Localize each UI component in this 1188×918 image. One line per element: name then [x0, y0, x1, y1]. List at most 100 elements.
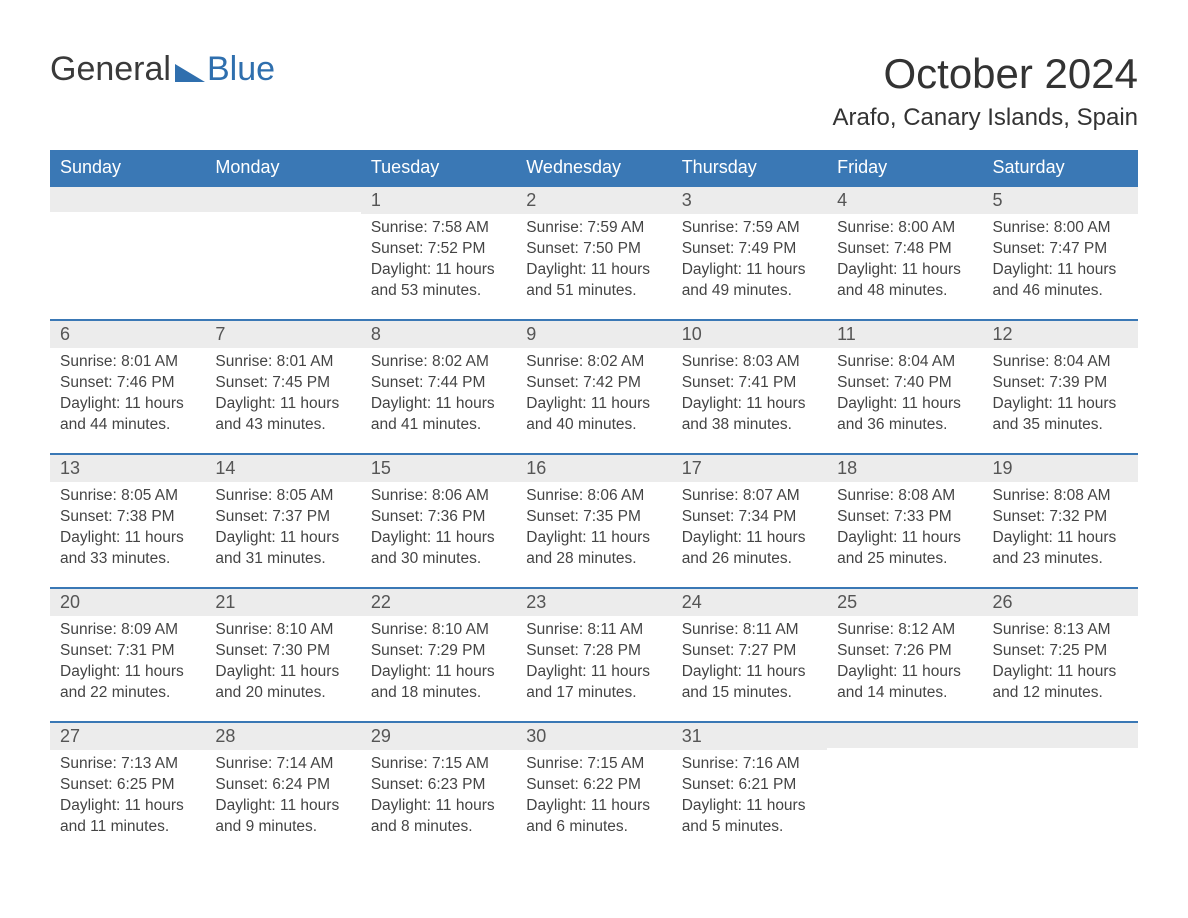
day-number: 24 [672, 587, 827, 616]
location: Arafo, Canary Islands, Spain [833, 104, 1139, 132]
daylight-line: Daylight: 11 hours and 43 minutes. [215, 394, 350, 436]
calendar-week-row: 27Sunrise: 7:13 AMSunset: 6:25 PMDayligh… [50, 721, 1138, 855]
daylight-line: Daylight: 11 hours and 20 minutes. [215, 662, 350, 704]
calendar-day-cell: 14Sunrise: 8:05 AMSunset: 7:37 PMDayligh… [205, 453, 360, 587]
sunrise-line: Sunrise: 8:00 AM [993, 218, 1128, 239]
day-number: 5 [983, 185, 1138, 214]
daylight-line: Daylight: 11 hours and 31 minutes. [215, 528, 350, 570]
day-number: 17 [672, 453, 827, 482]
calendar-day-cell: 16Sunrise: 8:06 AMSunset: 7:35 PMDayligh… [516, 453, 671, 587]
calendar-week-row: 1Sunrise: 7:58 AMSunset: 7:52 PMDaylight… [50, 185, 1138, 319]
calendar-day-cell: 7Sunrise: 8:01 AMSunset: 7:45 PMDaylight… [205, 319, 360, 453]
calendar-day-cell: 6Sunrise: 8:01 AMSunset: 7:46 PMDaylight… [50, 319, 205, 453]
month-title: October 2024 [833, 50, 1139, 98]
day-number: 4 [827, 185, 982, 214]
sunset-line: Sunset: 6:25 PM [60, 775, 195, 796]
calendar-day-cell: 24Sunrise: 8:11 AMSunset: 7:27 PMDayligh… [672, 587, 827, 721]
daylight-line: Daylight: 11 hours and 51 minutes. [526, 260, 661, 302]
calendar-day-cell: 21Sunrise: 8:10 AMSunset: 7:30 PMDayligh… [205, 587, 360, 721]
day-body: Sunrise: 7:16 AMSunset: 6:21 PMDaylight:… [672, 750, 827, 846]
day-number: 21 [205, 587, 360, 616]
day-body: Sunrise: 8:01 AMSunset: 7:46 PMDaylight:… [50, 348, 205, 444]
sunset-line: Sunset: 7:31 PM [60, 641, 195, 662]
sunrise-line: Sunrise: 7:14 AM [215, 754, 350, 775]
sunset-line: Sunset: 7:40 PM [837, 373, 972, 394]
daylight-line: Daylight: 11 hours and 41 minutes. [371, 394, 506, 436]
weekday-header: Sunday [50, 150, 205, 185]
calendar-day-cell: 4Sunrise: 8:00 AMSunset: 7:48 PMDaylight… [827, 185, 982, 319]
calendar-day-cell: 25Sunrise: 8:12 AMSunset: 7:26 PMDayligh… [827, 587, 982, 721]
daylight-line: Daylight: 11 hours and 14 minutes. [837, 662, 972, 704]
sunset-line: Sunset: 7:33 PM [837, 507, 972, 528]
sunset-line: Sunset: 7:32 PM [993, 507, 1128, 528]
calendar-day-cell: 29Sunrise: 7:15 AMSunset: 6:23 PMDayligh… [361, 721, 516, 855]
calendar-day-cell: 9Sunrise: 8:02 AMSunset: 7:42 PMDaylight… [516, 319, 671, 453]
day-number: 12 [983, 319, 1138, 348]
sunrise-line: Sunrise: 8:01 AM [215, 352, 350, 373]
day-body: Sunrise: 8:02 AMSunset: 7:44 PMDaylight:… [361, 348, 516, 444]
calendar-day-cell: 31Sunrise: 7:16 AMSunset: 6:21 PMDayligh… [672, 721, 827, 855]
daylight-line: Daylight: 11 hours and 26 minutes. [682, 528, 817, 570]
sunrise-line: Sunrise: 8:12 AM [837, 620, 972, 641]
day-number [205, 185, 360, 212]
sunrise-line: Sunrise: 8:03 AM [682, 352, 817, 373]
day-number: 20 [50, 587, 205, 616]
calendar-day-cell: 11Sunrise: 8:04 AMSunset: 7:40 PMDayligh… [827, 319, 982, 453]
sunrise-line: Sunrise: 7:59 AM [526, 218, 661, 239]
sunset-line: Sunset: 7:48 PM [837, 239, 972, 260]
sunset-line: Sunset: 7:37 PM [215, 507, 350, 528]
calendar-day-cell: 1Sunrise: 7:58 AMSunset: 7:52 PMDaylight… [361, 185, 516, 319]
sunset-line: Sunset: 7:45 PM [215, 373, 350, 394]
sunrise-line: Sunrise: 7:58 AM [371, 218, 506, 239]
calendar-day-cell: 17Sunrise: 8:07 AMSunset: 7:34 PMDayligh… [672, 453, 827, 587]
sunrise-line: Sunrise: 8:04 AM [993, 352, 1128, 373]
day-number: 16 [516, 453, 671, 482]
calendar-day-cell: 15Sunrise: 8:06 AMSunset: 7:36 PMDayligh… [361, 453, 516, 587]
daylight-line: Daylight: 11 hours and 44 minutes. [60, 394, 195, 436]
calendar-empty-cell [205, 185, 360, 319]
day-body: Sunrise: 7:59 AMSunset: 7:49 PMDaylight:… [672, 214, 827, 310]
daylight-line: Daylight: 11 hours and 30 minutes. [371, 528, 506, 570]
day-body: Sunrise: 8:11 AMSunset: 7:27 PMDaylight:… [672, 616, 827, 712]
day-number: 9 [516, 319, 671, 348]
sunrise-line: Sunrise: 8:06 AM [526, 486, 661, 507]
calendar-day-cell: 20Sunrise: 8:09 AMSunset: 7:31 PMDayligh… [50, 587, 205, 721]
calendar-week-row: 13Sunrise: 8:05 AMSunset: 7:38 PMDayligh… [50, 453, 1138, 587]
day-body: Sunrise: 8:02 AMSunset: 7:42 PMDaylight:… [516, 348, 671, 444]
day-number: 30 [516, 721, 671, 750]
daylight-line: Daylight: 11 hours and 12 minutes. [993, 662, 1128, 704]
day-body: Sunrise: 8:05 AMSunset: 7:38 PMDaylight:… [50, 482, 205, 578]
calendar-day-cell: 8Sunrise: 8:02 AMSunset: 7:44 PMDaylight… [361, 319, 516, 453]
daylight-line: Daylight: 11 hours and 40 minutes. [526, 394, 661, 436]
day-body: Sunrise: 8:10 AMSunset: 7:29 PMDaylight:… [361, 616, 516, 712]
calendar-day-cell: 2Sunrise: 7:59 AMSunset: 7:50 PMDaylight… [516, 185, 671, 319]
calendar-empty-cell [983, 721, 1138, 855]
weekday-header: Wednesday [516, 150, 671, 185]
day-body: Sunrise: 7:14 AMSunset: 6:24 PMDaylight:… [205, 750, 360, 846]
daylight-line: Daylight: 11 hours and 36 minutes. [837, 394, 972, 436]
day-number [983, 721, 1138, 748]
daylight-line: Daylight: 11 hours and 46 minutes. [993, 260, 1128, 302]
logo-text-general: General [50, 50, 171, 89]
day-body: Sunrise: 7:15 AMSunset: 6:23 PMDaylight:… [361, 750, 516, 846]
day-number: 25 [827, 587, 982, 616]
sunrise-line: Sunrise: 8:09 AM [60, 620, 195, 641]
day-number [50, 185, 205, 212]
day-body: Sunrise: 8:13 AMSunset: 7:25 PMDaylight:… [983, 616, 1138, 712]
sunset-line: Sunset: 7:30 PM [215, 641, 350, 662]
page-header: General Blue October 2024 Arafo, Canary … [50, 50, 1138, 132]
sunset-line: Sunset: 7:38 PM [60, 507, 195, 528]
sunrise-line: Sunrise: 8:11 AM [526, 620, 661, 641]
day-body: Sunrise: 8:01 AMSunset: 7:45 PMDaylight:… [205, 348, 360, 444]
calendar-day-cell: 3Sunrise: 7:59 AMSunset: 7:49 PMDaylight… [672, 185, 827, 319]
sunrise-line: Sunrise: 8:05 AM [215, 486, 350, 507]
logo: General Blue [50, 50, 275, 89]
daylight-line: Daylight: 11 hours and 8 minutes. [371, 796, 506, 838]
sunrise-line: Sunrise: 7:15 AM [526, 754, 661, 775]
day-number: 10 [672, 319, 827, 348]
daylight-line: Daylight: 11 hours and 17 minutes. [526, 662, 661, 704]
daylight-line: Daylight: 11 hours and 49 minutes. [682, 260, 817, 302]
sunset-line: Sunset: 6:24 PM [215, 775, 350, 796]
calendar-empty-cell [827, 721, 982, 855]
sunset-line: Sunset: 6:22 PM [526, 775, 661, 796]
